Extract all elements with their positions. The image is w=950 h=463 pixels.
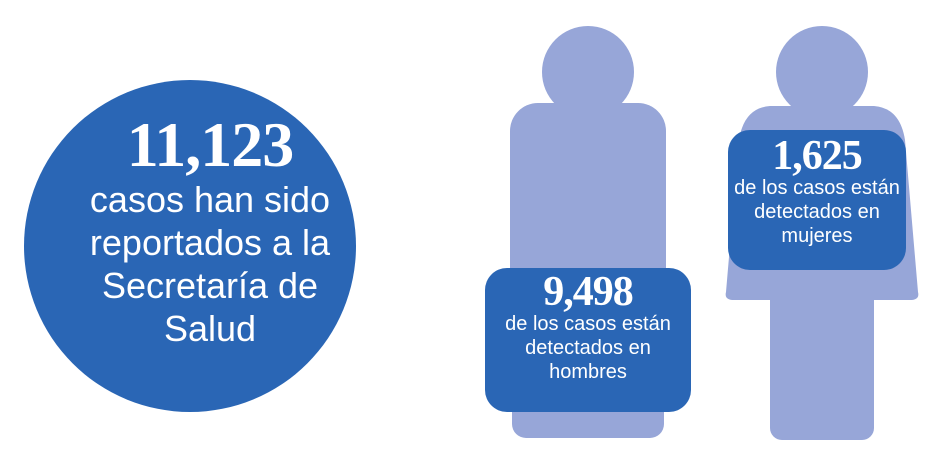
description-line: mujeres (781, 225, 853, 247)
women-box (728, 130, 906, 270)
description-line: casos han sido (89, 179, 331, 220)
total-circle (24, 80, 356, 412)
men-box (485, 268, 691, 412)
total-text: 11,123 casos han sido reportados a la Secr… (60, 112, 360, 350)
description-line: reportados a la (89, 222, 331, 263)
description-line: detectados en (754, 201, 880, 223)
description-line: detectados en (525, 337, 651, 359)
men-number: 9,498 (543, 269, 634, 315)
description-line: de los casos están (734, 177, 900, 199)
description-line: Secretaría de (101, 265, 319, 306)
description-line: hombres (549, 361, 627, 383)
description-line: de los casos están (505, 313, 671, 335)
women-text: 1,625 de los casos están detectados en muj… (728, 133, 906, 248)
description-line: Salud (163, 308, 257, 349)
total-number: 11,123 (126, 109, 294, 180)
men-text: 9,498 de los casos están detectados en hom… (485, 269, 691, 384)
women-number: 1,625 (772, 133, 863, 179)
